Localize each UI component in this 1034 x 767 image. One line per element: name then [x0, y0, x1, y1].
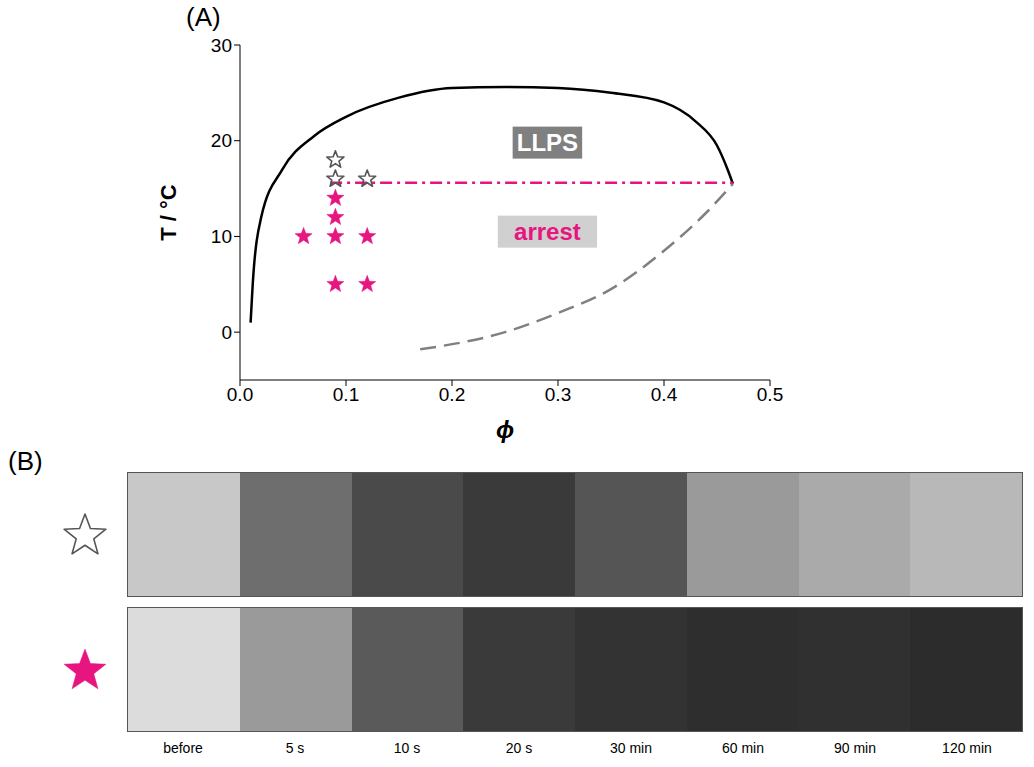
svg-text:0.4: 0.4	[651, 384, 678, 405]
html-text:(A): (A)	[186, 2, 221, 32]
svg-text:0: 0	[221, 322, 232, 343]
html-text:10 s: 10 s	[393, 740, 421, 756]
svg-text:LLPS: LLPS	[517, 129, 578, 156]
html-text:5 s: 5 s	[285, 740, 305, 756]
svg-text:0.3: 0.3	[545, 384, 571, 405]
svg-text:T / °C: T / °C	[156, 184, 181, 241]
svg-text:0.0: 0.0	[227, 384, 253, 405]
html-text:60 min: 60 min	[722, 740, 764, 756]
svg-text:20: 20	[211, 130, 232, 151]
svg-text:ϕ: ϕ	[496, 416, 514, 443]
html-text:90 min: 90 min	[834, 740, 876, 756]
svg-text:arrest: arrest	[514, 218, 581, 245]
svg-text:0.2: 0.2	[439, 384, 465, 405]
html-text:30 min: 30 min	[610, 740, 652, 756]
html-text:before: before	[163, 740, 203, 756]
svg-text:0.1: 0.1	[333, 384, 359, 405]
html-text:20 s: 20 s	[505, 740, 533, 756]
html-text:120 min: 120 min	[942, 740, 992, 756]
svg-text:0.5: 0.5	[757, 384, 783, 405]
svg-text:30: 30	[211, 35, 232, 56]
html-text:(B): (B)	[8, 446, 43, 476]
svg-text:10: 10	[211, 226, 232, 247]
